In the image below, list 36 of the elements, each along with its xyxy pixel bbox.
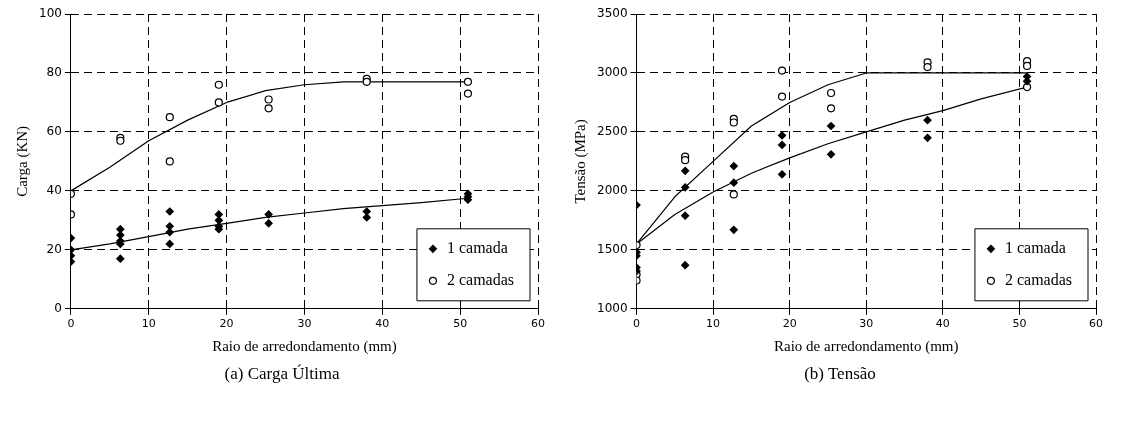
legend-label: 1 camada <box>446 239 508 256</box>
y-tick-label: 80 <box>46 65 62 80</box>
legend-label: 2 camadas <box>1004 271 1072 288</box>
x-tick-label: 40 <box>935 317 950 331</box>
y-tick-label: 3000 <box>596 65 628 80</box>
y-tick-label: 40 <box>46 183 62 198</box>
legend-label: 1 camada <box>1004 239 1066 256</box>
x-axis-title: Raio de arredondamento (mm) <box>212 337 397 355</box>
x-tick-label: 30 <box>297 317 312 331</box>
y-tick-label: 0 <box>54 300 62 315</box>
y-tick-label: 2000 <box>596 183 628 198</box>
x-tick-label: 20 <box>219 317 234 331</box>
x-tick-label: 60 <box>1089 317 1103 331</box>
x-tick-label: 30 <box>859 317 874 331</box>
y-tick-label: 1500 <box>596 241 628 256</box>
x-tick-label: 0 <box>633 317 641 331</box>
y-tick-label: 20 <box>46 241 62 256</box>
y-axis-title: Tensão (MPa) <box>571 119 589 204</box>
y-tick-label: 60 <box>46 124 62 139</box>
x-axis-title: Raio de arredondamento (mm) <box>774 337 959 355</box>
x-tick-label: 0 <box>67 317 75 331</box>
x-tick-label: 10 <box>706 317 721 331</box>
x-tick-label: 60 <box>531 317 545 331</box>
x-tick-label: 20 <box>782 317 797 331</box>
y-tick-label: 2500 <box>596 124 628 139</box>
legend-label: 2 camadas <box>446 271 514 288</box>
y-axis-title: Carga (KN) <box>13 125 31 197</box>
x-tick-label: 10 <box>141 317 156 331</box>
x-tick-label: 50 <box>453 317 468 331</box>
text: (b) Tensão <box>803 364 877 384</box>
text: (a) Carga Última <box>223 364 341 384</box>
y-tick-label: 1000 <box>596 300 628 315</box>
y-tick-label: 100 <box>39 6 62 21</box>
x-tick-label: 50 <box>1012 317 1027 331</box>
y-tick-label: 3500 <box>596 6 628 21</box>
x-tick-label: 40 <box>375 317 390 331</box>
